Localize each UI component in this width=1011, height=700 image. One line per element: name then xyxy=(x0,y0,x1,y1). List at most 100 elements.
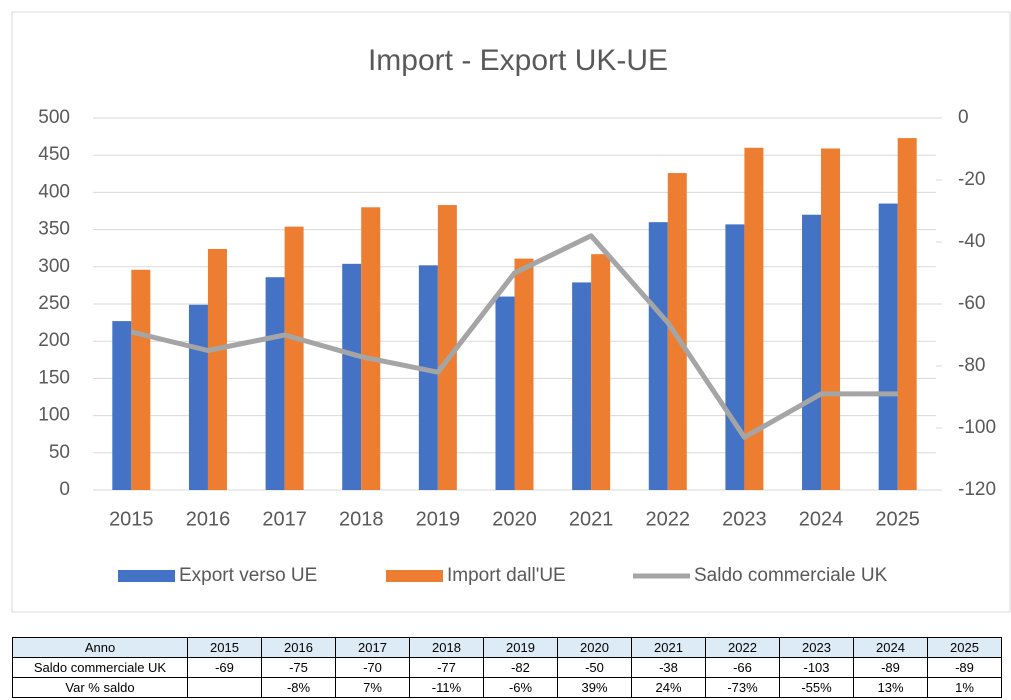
bar xyxy=(897,138,917,490)
legend-label: Saldo commerciale UK xyxy=(694,565,888,586)
table-cell: -89 xyxy=(927,657,1002,678)
x-tick-label: 2020 xyxy=(492,508,537,530)
y-tick-label: 500 xyxy=(38,107,70,128)
table-cell: 24% xyxy=(631,677,706,698)
x-tick-label: 2019 xyxy=(416,508,461,530)
table-cell: 2023 xyxy=(779,637,854,658)
table-cell: Saldo commerciale UK xyxy=(12,657,188,678)
data-table: Anno 2015 2016 2017 2018 2019 2020 2021 2022 2023… xyxy=(12,637,1002,698)
bar xyxy=(572,282,592,490)
bar xyxy=(725,224,745,490)
table-cell: 13% xyxy=(853,677,928,698)
bar xyxy=(265,277,285,490)
table-cell: -11% xyxy=(409,677,484,698)
table-cell: 2022 xyxy=(705,637,780,658)
x-tick-label: 2023 xyxy=(722,508,767,530)
y2-tick-label: -80 xyxy=(958,355,985,376)
y-tick-label: 100 xyxy=(38,405,70,426)
y2-tick-label: 0 xyxy=(958,107,969,128)
table-cell: 7% xyxy=(335,677,410,698)
table-cell: -103 xyxy=(779,657,854,678)
bar xyxy=(131,269,151,490)
legend-swatch xyxy=(118,570,175,582)
bar xyxy=(207,248,227,490)
bar xyxy=(802,214,822,490)
table-cell: 2019 xyxy=(483,637,558,658)
table-cell: Anno xyxy=(12,637,188,658)
table-cell: -69 xyxy=(187,657,262,678)
table-cell: 2024 xyxy=(853,637,928,658)
table-row: Var % saldo -8% 7% -11% -6% 39% 24% -73% -55% 13%… xyxy=(12,677,1002,698)
y2-tick-label: -40 xyxy=(958,231,985,252)
y-tick-label: 200 xyxy=(38,330,70,351)
y-tick-label: 300 xyxy=(38,256,70,277)
y-tick-label: 50 xyxy=(49,442,70,463)
y2-tick-label: -20 xyxy=(958,169,985,190)
table-row: Anno 2015 2016 2017 2018 2019 2020 2021 2022 2023… xyxy=(12,637,1002,658)
bar xyxy=(418,265,438,490)
legend-label: Import dall'UE xyxy=(447,565,566,586)
x-tick-label: 2016 xyxy=(186,508,231,530)
y2-tick-label: -60 xyxy=(958,293,985,314)
y-tick-label: 450 xyxy=(38,144,70,165)
bar xyxy=(188,304,208,490)
table-cell: -75 xyxy=(261,657,336,678)
bar xyxy=(361,207,381,490)
table-cell: 39% xyxy=(557,677,632,698)
bar xyxy=(284,226,304,490)
table-row: Saldo commerciale UK -69 -75 -70 -77 -82 -50 -3… xyxy=(12,657,1002,678)
table-cell: 2017 xyxy=(335,637,410,658)
chart: Import - Export UK-UE 0 50 100 150 200 250 300… xyxy=(11,11,1011,613)
table-cell: 2025 xyxy=(927,637,1002,658)
bar xyxy=(648,222,668,490)
y-tick-label: 350 xyxy=(38,219,70,240)
bar xyxy=(744,147,764,490)
bar xyxy=(495,296,515,490)
x-tick-label: 2021 xyxy=(569,508,614,530)
bar xyxy=(591,254,611,490)
table-cell: 2018 xyxy=(409,637,484,658)
bar xyxy=(342,263,362,490)
table-cell xyxy=(187,677,262,698)
bar xyxy=(878,203,898,490)
table-cell: 2021 xyxy=(631,637,706,658)
table-cell: 2020 xyxy=(557,637,632,658)
y2-tick-label: -100 xyxy=(958,417,996,438)
chart-title: Import - Export UK-UE xyxy=(368,44,668,77)
legend-swatch xyxy=(386,570,443,582)
bar xyxy=(437,205,457,490)
table-cell: 2015 xyxy=(187,637,262,658)
table-cell: -82 xyxy=(483,657,558,678)
table-cell: -89 xyxy=(853,657,928,678)
table-cell: -6% xyxy=(483,677,558,698)
table-cell: -55% xyxy=(779,677,854,698)
x-tick-label: 2017 xyxy=(262,508,307,530)
table-cell: -8% xyxy=(261,677,336,698)
table-cell: -66 xyxy=(705,657,780,678)
x-tick-label: 2018 xyxy=(339,508,384,530)
table-cell: -77 xyxy=(409,657,484,678)
x-tick-label: 2015 xyxy=(109,508,154,530)
table-cell: Var % saldo xyxy=(12,677,188,698)
x-tick-label: 2022 xyxy=(646,508,691,530)
table-cell: 1% xyxy=(927,677,1002,698)
y-tick-label: 150 xyxy=(38,367,70,388)
line xyxy=(130,233,898,440)
table-cell: -38 xyxy=(631,657,706,678)
bar xyxy=(821,148,841,490)
x-tick-label: 2025 xyxy=(875,508,920,530)
x-tick-label: 2024 xyxy=(799,508,844,530)
table-cell: -73% xyxy=(705,677,780,698)
y-tick-label: 400 xyxy=(38,181,70,202)
table-cell: -50 xyxy=(557,657,632,678)
bar xyxy=(514,258,534,490)
y2-tick-label: -120 xyxy=(958,479,996,500)
bar xyxy=(667,173,687,490)
bar xyxy=(112,321,132,490)
legend-label: Export verso UE xyxy=(179,565,317,586)
y-tick-label: 0 xyxy=(59,479,70,500)
table-cell: 2016 xyxy=(261,637,336,658)
y-tick-label: 250 xyxy=(38,293,70,314)
table-cell: -70 xyxy=(335,657,410,678)
